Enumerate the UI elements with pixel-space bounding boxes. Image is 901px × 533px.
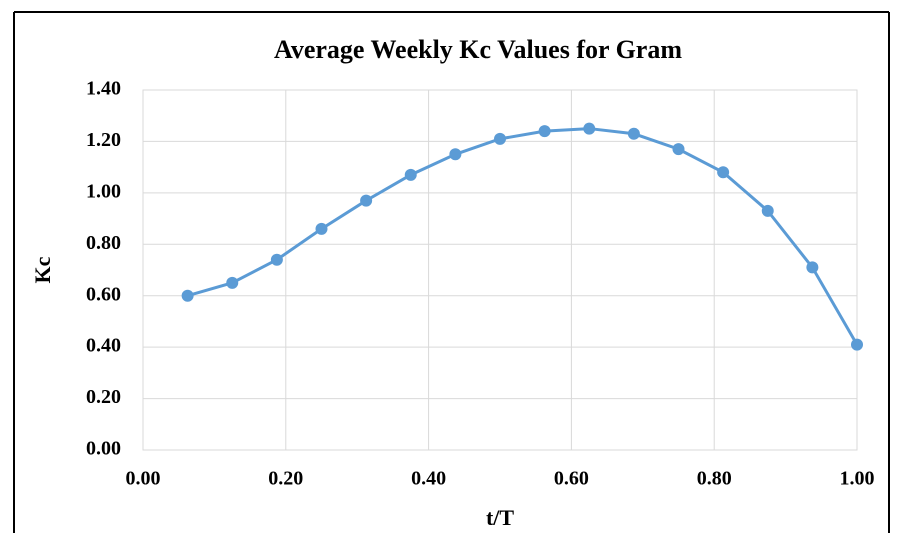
data-point [538,125,551,138]
data-point [851,338,863,351]
series-line [187,127,859,346]
y-tick-label: 0.00 [86,438,121,460]
y-axis-label: Kc [30,256,55,283]
data-point [315,222,328,235]
y-tick-label: 0.80 [86,232,121,254]
data-point [360,194,373,207]
x-tick-label: 0.40 [411,468,446,490]
y-tick-label: 1.00 [86,180,121,202]
data-point [494,132,506,145]
x-tick-label: 1.00 [840,468,875,490]
chart-title: Average Weekly Kc Values for Gram [274,35,682,64]
x-tick-label: 0.20 [268,468,303,490]
x-tick-label: 0.00 [126,468,161,490]
data-point [761,204,774,217]
data-point [627,127,640,140]
x-tick-label: 0.60 [554,468,589,490]
data-point [717,166,730,179]
x-tick-label: 0.80 [697,468,732,490]
data-point [226,276,239,289]
data-point [181,289,194,302]
y-tick-label: 1.20 [86,129,121,151]
data-point [806,261,819,274]
y-tick-label: 0.20 [86,386,121,408]
y-tick-label: 0.40 [86,335,121,357]
y-tick-label: 1.40 [86,78,121,100]
data-point [583,122,596,135]
data-point [449,148,462,161]
data-point [404,168,417,181]
y-tick-label: 0.60 [86,283,121,305]
x-axis-label: t/T [486,505,514,530]
data-point [672,143,685,156]
data-point [270,253,283,266]
